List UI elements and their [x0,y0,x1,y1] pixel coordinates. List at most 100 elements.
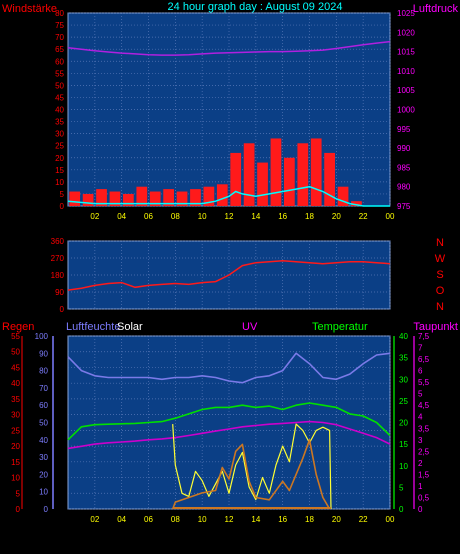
regen-tick-label: 30 [11,411,20,420]
humidity-tick-label: 40 [39,436,48,445]
wind-direction-line [67,260,391,291]
regen-tick-label: 5 [16,489,21,498]
compass-label: W [435,253,446,265]
left-axis-ticks-direction: 0 90 180 270 360 [51,237,65,314]
x-tick-label: 14 [251,212,260,221]
temperature-tick-label: 30 [399,375,408,384]
wind-bar [149,191,161,206]
y-tick-label-pressure: 1015 [397,48,415,57]
y-tick-label-pressure: 975 [397,202,411,211]
label-uv: UV [242,321,258,333]
wind-bar [190,189,201,206]
uv-tick-label: 1 [418,482,423,491]
y-tick-label-pressure: 1010 [397,67,415,76]
y-tick-label-wind: 5 [60,190,65,199]
temperature-tick-label: 25 [399,397,408,406]
temperature-tick-label: 40 [399,332,408,341]
y-tick-label-wind: 80 [55,9,64,18]
humidity-tick-label: 80 [39,367,48,376]
uv-tick-label: 7 [418,344,423,353]
wind-bar [109,191,121,206]
y-tick-label-pressure: 1000 [397,106,415,115]
y-tick-label-direction: 0 [60,305,65,314]
x-tick-label: 08 [171,515,180,524]
regen-tick-label: 40 [11,379,20,388]
x-tick-label: 16 [278,212,287,221]
x-tick-label: 12 [225,515,234,524]
humidity-tick-label: 20 [39,470,48,479]
y-tick-label-wind: 25 [55,142,64,151]
y-tick-label-wind: 45 [55,93,64,102]
x-tick-label: 06 [144,212,153,221]
regen-tick-label: 45 [11,363,20,372]
wind-bar [243,143,255,206]
y-tick-label-wind: 10 [55,178,64,187]
y-tick-label-pressure: 990 [397,144,411,153]
y-tick-label-pressure: 995 [397,125,411,134]
series-direction [67,260,391,291]
wind-bar [337,186,349,206]
uv-tick-label: 4,5 [418,401,430,410]
compass-label: O [436,285,445,297]
regen-tick-label: 50 [11,348,20,357]
wind-bar [230,152,242,206]
x-tick-label: 20 [332,212,341,221]
regen-tick-label: 35 [11,395,20,404]
uv-tick-label: 0 [418,505,423,514]
y-tick-label-wind: 60 [55,57,64,66]
wind-bar [270,138,282,206]
humidity-tick-label: 90 [39,349,48,358]
grid-climate [68,335,391,510]
humidity-tick-label: 50 [39,419,48,428]
y-tick-label-pressure: 985 [397,163,411,172]
label-temperatur: Temperatur [312,321,368,333]
wind-bar [69,191,81,206]
uv-axis-ticks: 0 0,5 1 1,5 2 2,5 3 3,5 4 4,5 5 5,5 6 6,5 7 7,5 [413,332,430,514]
humidity-tick-label: 100 [35,332,49,341]
y-tick-label-direction: 270 [51,254,65,263]
x-tick-label: 18 [305,212,314,221]
wind-bar [310,138,322,206]
luftfeuchte-line [67,352,391,384]
right-axis-title-luftdruck: Luftdruck [413,3,459,15]
humidity-axis-ticks: 0 10 20 30 40 50 60 70 80 90 100 [35,332,54,514]
x-tick-label: 22 [359,515,368,524]
y-tick-label-direction: 90 [55,288,64,297]
label-taupunkt: Taupunkt [413,321,458,333]
regen-tick-label: 20 [11,442,20,451]
x-tick-label: 06 [144,515,153,524]
uv-line [171,438,331,510]
label-luftfeuchte: Luftfeuchte [66,321,120,333]
humidity-tick-label: 70 [39,384,48,393]
uv-tick-label: 0,5 [418,493,430,502]
uv-tick-label: 5 [418,390,423,399]
x-tick-label: 12 [225,212,234,221]
regen-tick-label: 15 [11,458,20,467]
temperature-tick-label: 0 [399,505,404,514]
y-tick-label-pressure: 980 [397,183,411,192]
wind-bar [203,186,215,206]
y-tick-label-pressure: 1025 [397,9,415,18]
humidity-tick-label: 30 [39,453,48,462]
wind-bar [284,157,295,206]
y-tick-label-direction: 360 [51,237,65,246]
x-tick-label: 18 [305,515,314,524]
series-wind [67,40,391,207]
uv-tick-label: 6 [418,367,423,376]
uv-tick-label: 3 [418,436,423,445]
y-tick-label-wind: 20 [55,154,64,163]
x-axis-ticks-climate: 02 04 06 08 10 12 14 16 18 20 22 00 [90,515,395,524]
y-tick-label-wind: 35 [55,118,64,127]
pressure-line [67,40,391,56]
regen-tick-label: 55 [11,332,20,341]
y-tick-label-wind: 75 [55,21,64,30]
humidity-tick-label: 0 [44,505,49,514]
temperatur-line [67,402,391,441]
x-tick-label: 00 [386,212,395,221]
uv-tick-label: 3,5 [418,424,430,433]
y-tick-label-wind: 0 [60,202,65,211]
uv-tick-label: 1,5 [418,470,430,479]
